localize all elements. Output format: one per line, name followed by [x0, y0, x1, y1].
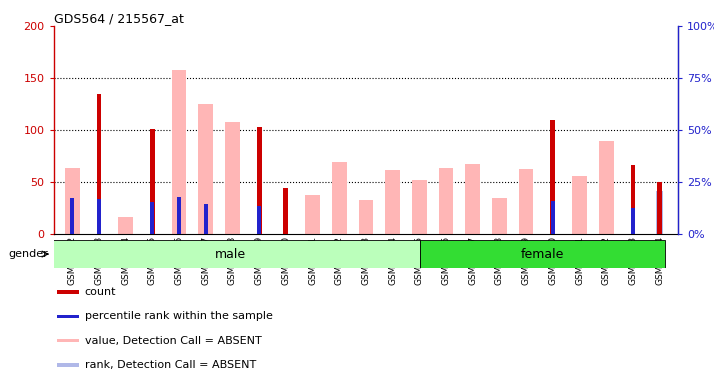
Bar [657, 182, 662, 234]
Bar [550, 201, 555, 234]
Text: count: count [85, 287, 116, 297]
Bar [332, 162, 346, 234]
Bar [257, 127, 261, 234]
Bar [599, 141, 613, 234]
Text: female: female [521, 248, 564, 261]
Bar [519, 169, 533, 234]
Bar [56, 315, 79, 318]
Bar [225, 122, 240, 234]
Bar [65, 168, 79, 234]
Bar [466, 164, 480, 234]
Bar [203, 204, 208, 234]
Bar [572, 176, 587, 234]
Bar [550, 120, 555, 234]
Bar [56, 290, 79, 294]
Bar [257, 206, 261, 234]
Bar [386, 170, 400, 234]
Text: value, Detection Call = ABSENT: value, Detection Call = ABSENT [85, 336, 261, 346]
Bar [358, 200, 373, 234]
Bar [150, 129, 155, 234]
Text: rank, Detection Call = ABSENT: rank, Detection Call = ABSENT [85, 360, 256, 370]
Bar [656, 190, 663, 234]
Bar [56, 339, 79, 342]
Bar [56, 363, 79, 367]
Text: percentile rank within the sample: percentile rank within the sample [85, 311, 273, 321]
Text: gender: gender [8, 249, 48, 259]
Bar [492, 198, 507, 234]
Bar [70, 198, 74, 234]
Bar [198, 104, 213, 234]
Text: GDS564 / 215567_at: GDS564 / 215567_at [54, 12, 183, 25]
Text: male: male [214, 248, 246, 261]
Bar [630, 165, 635, 234]
Bar [305, 195, 320, 234]
Bar [97, 199, 101, 234]
Bar [631, 209, 635, 234]
Bar [119, 217, 133, 234]
Bar [438, 168, 453, 234]
Bar [96, 94, 101, 234]
Bar [412, 180, 427, 234]
Bar [151, 202, 154, 234]
Bar [283, 188, 288, 234]
Bar [177, 197, 181, 234]
Bar [421, 240, 665, 268]
Bar [40, 240, 421, 268]
Bar [171, 70, 186, 234]
